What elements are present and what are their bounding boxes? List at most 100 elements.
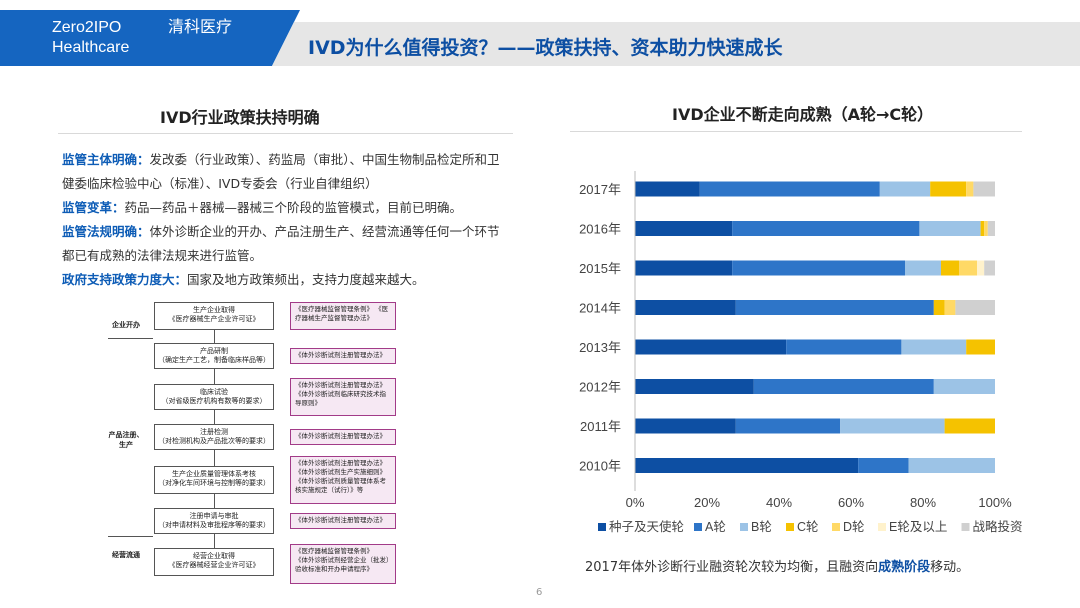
right-section-title: IVD企业不断走向成熟（A轮→C轮） [672, 105, 934, 124]
bar-segment [840, 418, 945, 434]
legend-swatch [832, 523, 840, 531]
bar-segment [933, 300, 945, 315]
flow-step: 生产企业质量管理体系考核 （对净化车间环境与控制等的要求） [154, 466, 274, 494]
policy-key: 监管变革： [62, 200, 125, 215]
legend-label: D轮 [843, 520, 865, 534]
policy-list: 监管主体明确：发改委（行业政策）、药监局（审批）、中国生物制品检定所和卫健委临床… [62, 148, 512, 292]
bar-segment [901, 339, 967, 355]
flow-step: 产品研制 （确定生产工艺，制备临床样品等） [154, 343, 274, 369]
x-tick-label: 80% [910, 495, 936, 510]
stage-label: 经营流通 [112, 551, 140, 559]
flow-step: 生产企业取得 《医疗器械生产企业许可证》 [154, 302, 274, 330]
bar-segment [635, 300, 736, 315]
legend-label: A轮 [705, 520, 726, 534]
flow-step-title: 注册检测 [200, 428, 228, 436]
flow-step: 注册检测 （对检测机构及产品批次等的要求） [154, 424, 274, 450]
x-tick-label: 60% [838, 495, 864, 510]
policy-item: 监管主体明确：发改委（行业政策）、药监局（审批）、中国生物制品检定所和卫健委临床… [62, 148, 512, 196]
slide-title: IVD为什么值得投资？——政策扶持、资本助力快速成长 [308, 37, 783, 59]
flow-doc: 《医疗器械监督管理条例》 《医疗器械生产监督管理办法》 [290, 302, 396, 330]
page-number: 6 [536, 587, 543, 598]
x-tick-label: 20% [694, 495, 720, 510]
flow-step-title: 生产企业取得 [193, 306, 235, 314]
left-divider [58, 133, 513, 134]
bar-segment [635, 379, 754, 394]
flow-doc: 《体外诊断试剂注册管理办法》 [290, 348, 396, 364]
bar-segment [635, 260, 733, 276]
policy-key: 监管法规明确： [62, 224, 150, 239]
bar-segment [919, 221, 981, 236]
legend-swatch [694, 523, 702, 531]
policy-key: 监管主体明确： [62, 152, 150, 167]
policy-item: 监管法规明确：体外诊断企业的开办、产品注册生产、经营流通等任何一个环节都已有成熟… [62, 220, 512, 268]
legend-label: 战略投资 [973, 519, 1023, 534]
y-tick-label: 2015年 [579, 261, 621, 276]
funding-rounds-chart: 2017年 2016年 2015年 2014年 2013年 2012年 2011年 2010年… [579, 171, 1023, 534]
bar-segment [944, 300, 956, 315]
bar-segment [908, 458, 995, 473]
stage-label: 企业开办 [112, 321, 140, 329]
bar-segment [980, 221, 985, 236]
legend-swatch [598, 523, 606, 531]
flow-doc: 《体外诊断试剂注册管理办法》 《体外诊断试剂临床研究技术指导原则》 [290, 378, 396, 416]
flow-step: 注册申请与审批 （对申请材料及审批程序等的要求） [154, 508, 274, 534]
bar-segment [732, 221, 920, 236]
x-tick-label: 100% [978, 495, 1012, 510]
legend-label: E轮及以上 [889, 520, 947, 534]
policy-item: 政府支持政策力度大：国家及地方政策频出，支持力度越来越大。 [62, 268, 512, 292]
flow-step-sub: 《医疗器械经营企业许可证》 [168, 561, 260, 569]
right-divider [570, 131, 1022, 132]
policy-desc: 体外诊断企业的开办、产品注册生产、经营流通等任何一个环节都已有成熟的法律法规来进… [62, 224, 500, 263]
y-tick-label: 2014年 [579, 301, 621, 316]
brand-name-en-line1: Zero2IPO [52, 19, 122, 36]
bar-segment [941, 260, 959, 276]
y-tick-label: 2011年 [580, 419, 621, 434]
stage-label: 产品注册、生产 [108, 431, 144, 449]
chart-footnote: 2017年体外诊断行业融资轮次较为均衡，且融资向成熟阶段移动。 [585, 556, 969, 575]
brand-logo-block [0, 10, 300, 66]
y-tick-label: 2010年 [579, 459, 621, 474]
title-bar [272, 22, 1080, 66]
footnote-text-end: 移动。 [930, 560, 970, 575]
brand-name-cn: 清科医疗 [168, 19, 233, 36]
y-tick-label: 2016年 [579, 222, 621, 237]
bar-segment [973, 181, 995, 197]
flow-doc: 《体外诊断试剂注册管理办法》 [290, 429, 396, 445]
header: Zero2IPO Healthcare 清科医疗 IVD为什么值得投资？——政策… [0, 0, 1080, 78]
legend-swatch [740, 523, 748, 531]
bar-segment [933, 379, 995, 394]
flow-doc: 《医疗器械监督管理条例》 《体外诊断试剂经营企业（批发）验收标准和开办申请程序》 [290, 544, 396, 584]
footnote-highlight: 成熟阶段 [878, 560, 931, 575]
bar-segment [635, 221, 733, 236]
policy-desc: 国家及地方政策频出，支持力度越来越大。 [187, 272, 425, 287]
bar-segment [635, 181, 700, 197]
legend-label: C轮 [797, 520, 819, 534]
bar-segment [905, 260, 941, 276]
x-tick-label: 40% [766, 495, 792, 510]
flow-step-title: 产品研制 [200, 347, 228, 355]
policy-desc: 发改委（行业政策）、药监局（审批）、中国生物制品检定所和卫健委临床检验中心（标准… [62, 152, 500, 191]
legend-swatch [786, 523, 794, 531]
legend-swatch [878, 523, 886, 531]
bar-segment [984, 260, 995, 276]
stage-divider [108, 536, 153, 537]
y-tick-label: 2013年 [579, 340, 621, 355]
flow-doc: 《体外诊断试剂注册管理办法》 《体外诊断试剂生产实施细则》 《体外诊断试剂质量管… [290, 456, 396, 504]
policy-key: 政府支持政策力度大： [62, 272, 188, 287]
bar-segment [977, 260, 985, 276]
bar-segment [987, 221, 995, 236]
left-section-title: IVD行业政策扶持明确 [160, 108, 320, 127]
flow-step-sub: 《医疗器械生产企业许可证》 [168, 315, 260, 323]
legend-label: B轮 [751, 520, 772, 534]
flow-doc: 《体外诊断试剂注册管理办法》 [290, 513, 396, 529]
flow-step: 经营企业取得 《医疗器械经营企业许可证》 [154, 548, 274, 576]
legend-swatch [961, 523, 970, 531]
flow-step: 临床试验 （对省级医疗机构有数等的要求） [154, 384, 274, 410]
y-tick-label: 2012年 [579, 380, 621, 395]
bar-segment [959, 260, 977, 276]
flow-step-title: 生产企业质量管理体系考核 [172, 470, 256, 478]
bar-segment [699, 181, 880, 197]
bar-segment [735, 418, 841, 434]
bar-segment [635, 418, 736, 434]
regulation-flowchart: 企业开办 产品注册、生产 经营流通 生产企业取得 《医疗器械生产企业许可证》 《医… [108, 298, 398, 588]
